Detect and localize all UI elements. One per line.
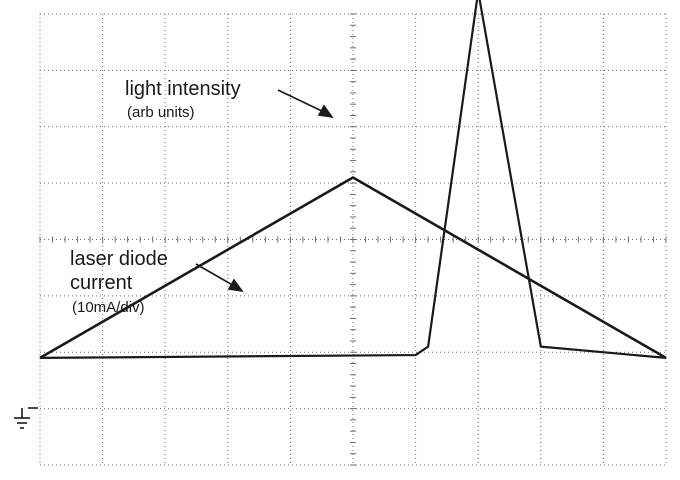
arrow-to-light-trace (277, 89, 334, 119)
laser-diode-label-line2: current (70, 272, 133, 294)
laser-diode-unit: (10mA/div) (72, 299, 145, 316)
light-intensity-label: light intensity (125, 78, 241, 100)
laser-diode-current-trace (39, 176, 667, 360)
traces (39, 0, 667, 360)
laser-diode-label: laser diode (70, 248, 168, 270)
arrow-to-current-trace (195, 263, 244, 293)
light-intensity-unit: (arb units) (127, 104, 195, 121)
graticule (39, 13, 667, 466)
ground-symbol-icon (14, 407, 38, 429)
light-intensity-trace (39, 0, 667, 359)
annotations: light intensity (arb units) laser diode … (70, 78, 334, 316)
